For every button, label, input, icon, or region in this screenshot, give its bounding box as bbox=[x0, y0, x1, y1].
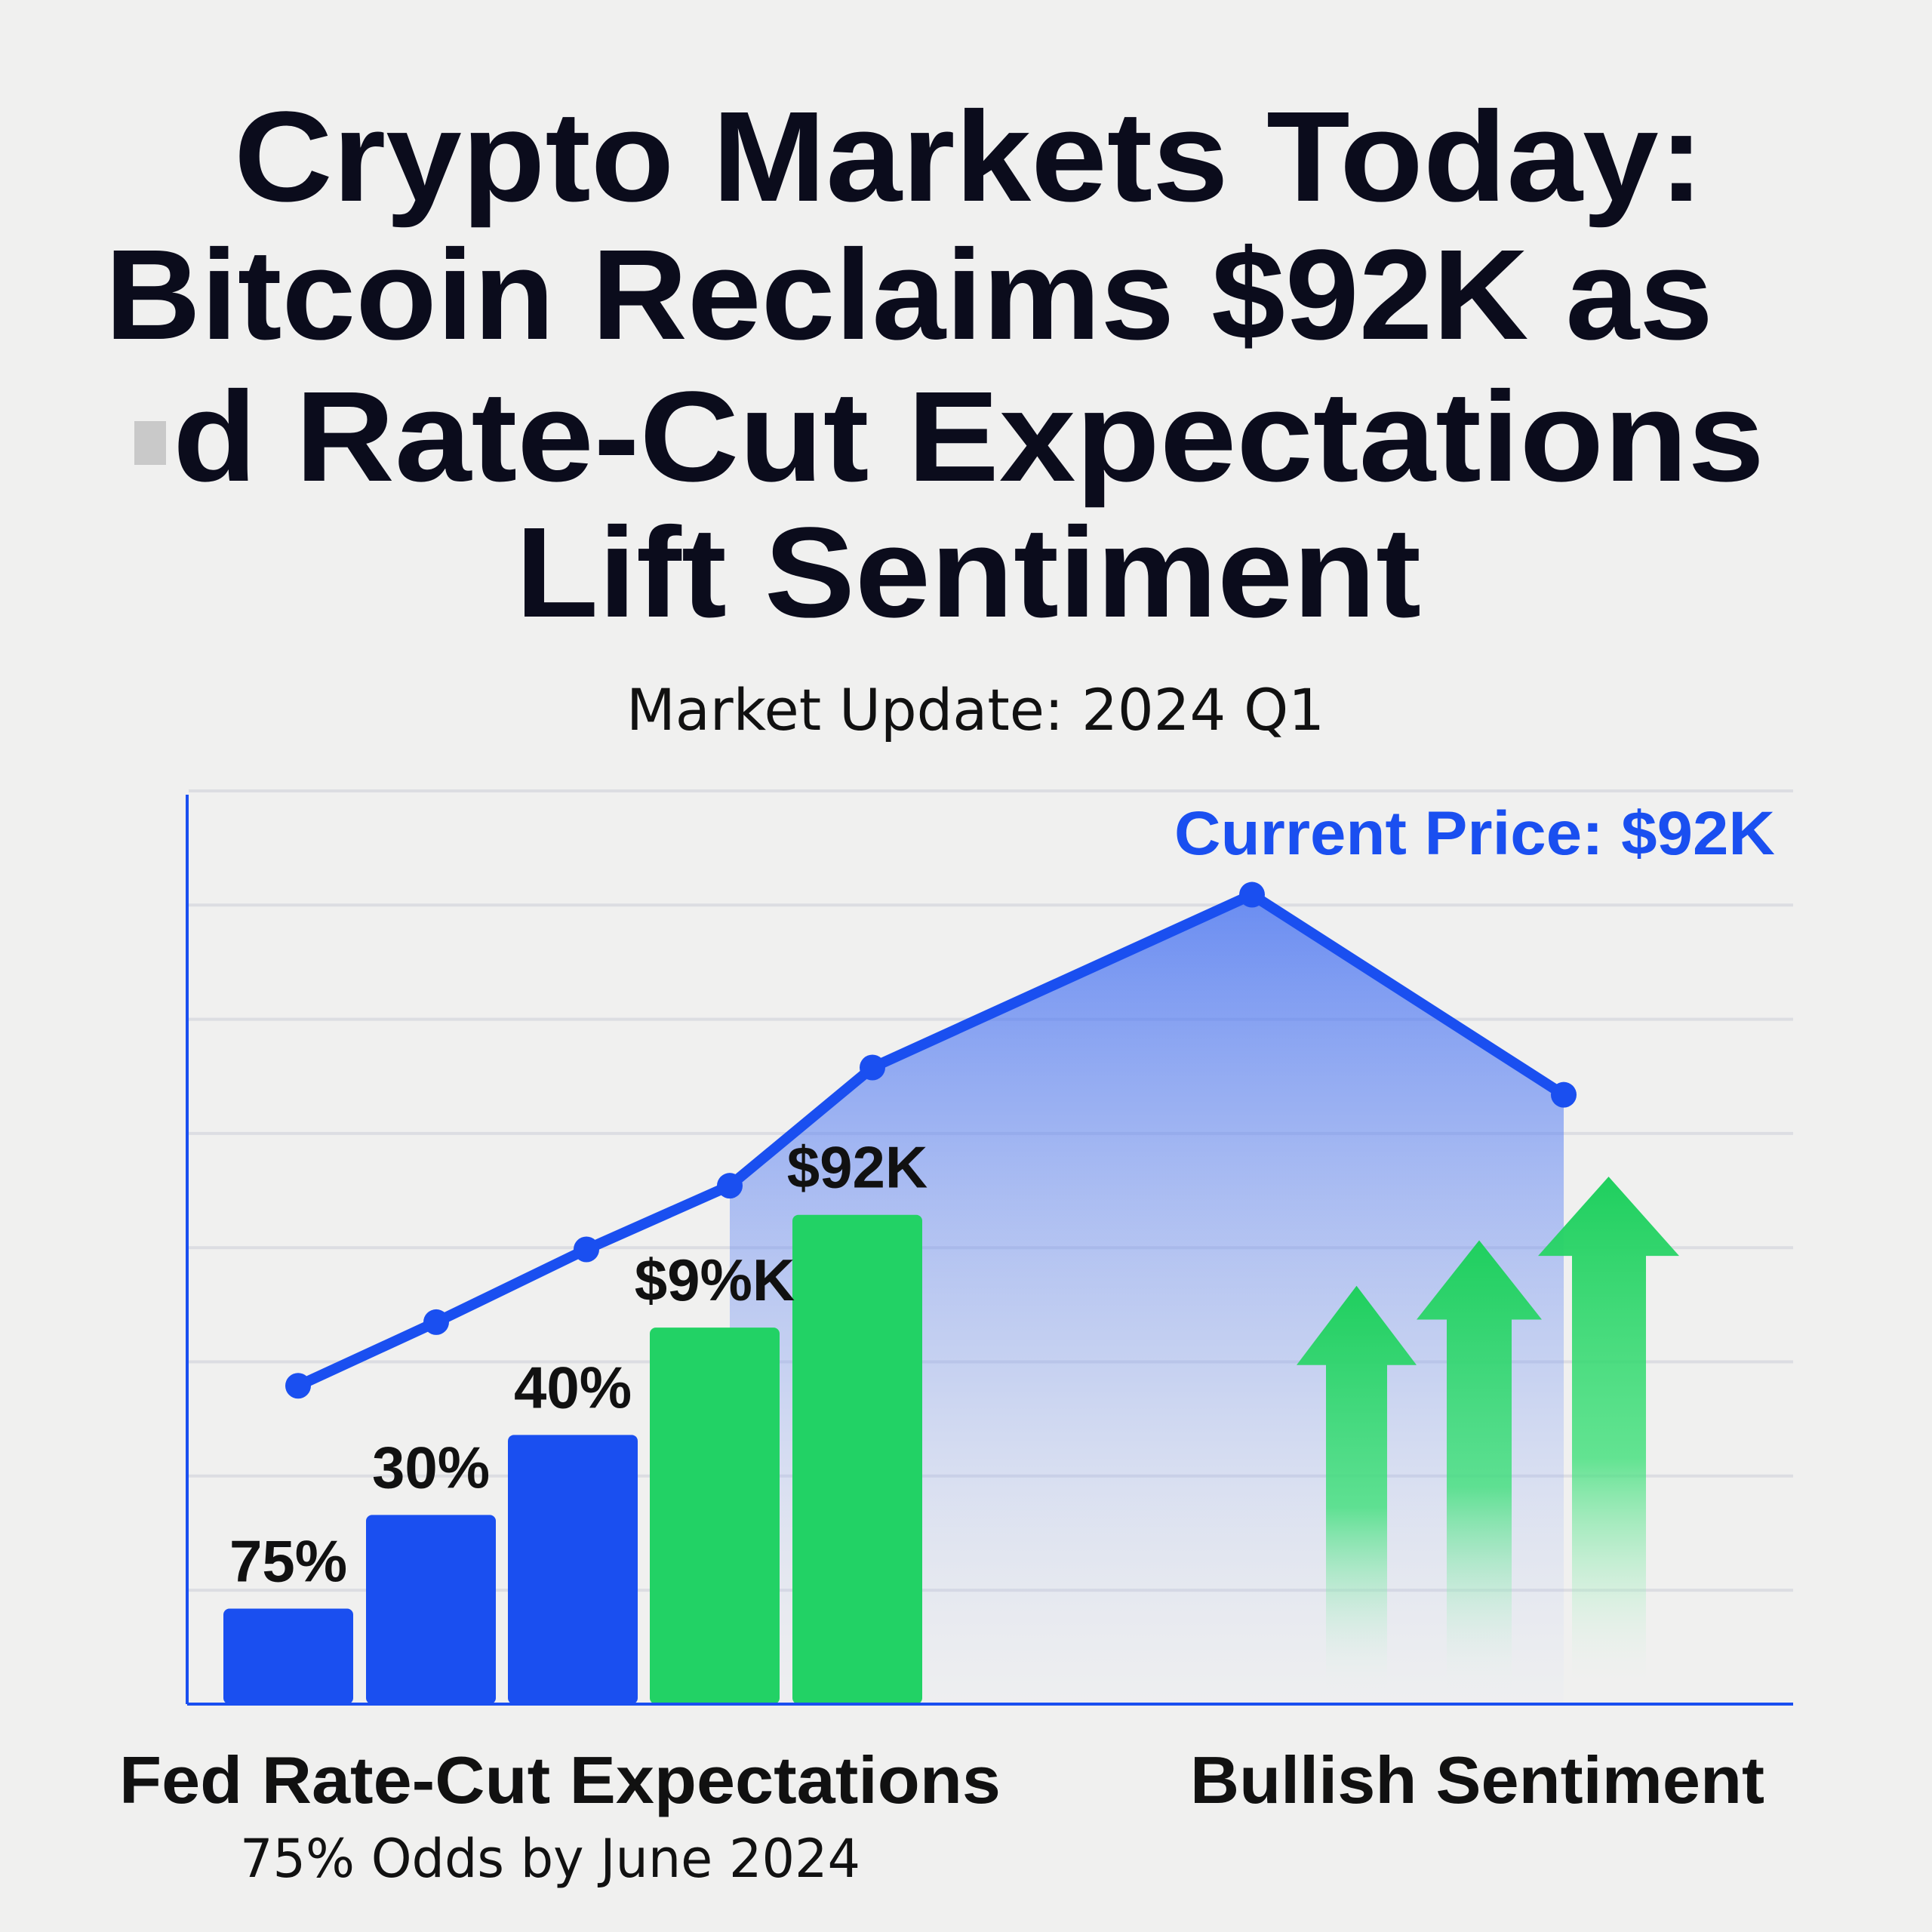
price-point bbox=[717, 1173, 743, 1199]
price-point bbox=[1551, 1081, 1577, 1108]
bar bbox=[792, 1214, 922, 1704]
up-arrow-icon bbox=[1538, 1177, 1679, 1688]
footer-left-title: Fed Rate-Cut Expectations bbox=[119, 1743, 1001, 1817]
bar bbox=[650, 1327, 780, 1704]
bar-labels: 75% 30% 40%$9%K $92K bbox=[229, 1134, 928, 1595]
up-arrow-icon bbox=[1297, 1285, 1417, 1688]
title-line-1: Crypto Markets Today: bbox=[234, 85, 1704, 229]
bullish-arrows bbox=[1297, 1177, 1679, 1688]
bar-label: $9%K bbox=[635, 1247, 795, 1313]
subtitle: Market Update: 2024 Q1 bbox=[626, 676, 1324, 743]
footer-left-subtitle: 75% Odds by June 2024 bbox=[240, 1828, 860, 1890]
title-line-2: Bitcoin Reclaims $92K as bbox=[105, 223, 1713, 367]
up-arrow-icon bbox=[1417, 1240, 1542, 1688]
price-point bbox=[1239, 881, 1265, 908]
bars bbox=[223, 1214, 922, 1704]
bar-label: 40% bbox=[514, 1354, 632, 1420]
price-point bbox=[285, 1373, 311, 1399]
bar-label: $92K bbox=[787, 1134, 928, 1201]
bar bbox=[508, 1435, 638, 1704]
bar-label: 30% bbox=[372, 1434, 490, 1500]
current-price-annotation: Current Price: $92K bbox=[1174, 799, 1775, 868]
title-line-4: Lift Sentiment bbox=[515, 501, 1421, 645]
bar bbox=[366, 1515, 496, 1704]
glitch-glyph bbox=[134, 421, 166, 465]
footer-right-title: Bullish Sentiment bbox=[1190, 1743, 1764, 1817]
price-point bbox=[860, 1054, 885, 1081]
title-line-3: d Rate-Cut Expectations bbox=[173, 365, 1764, 509]
price-point bbox=[574, 1236, 599, 1263]
price-points bbox=[285, 881, 1577, 1399]
bar-label: 75% bbox=[229, 1527, 347, 1594]
price-point bbox=[423, 1309, 449, 1335]
bar bbox=[223, 1608, 353, 1704]
